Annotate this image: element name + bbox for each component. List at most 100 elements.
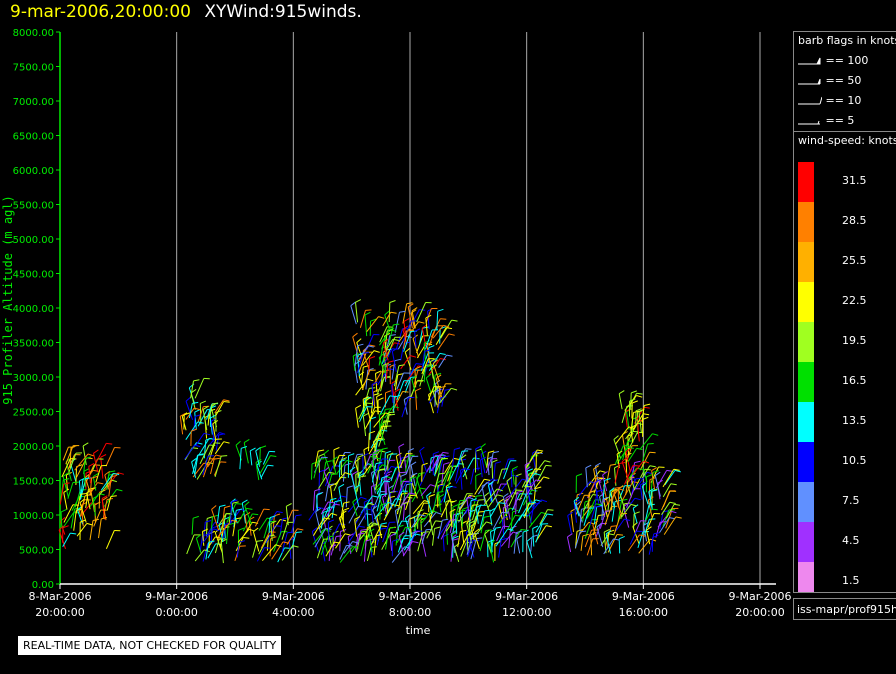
wind-barb-flag	[611, 525, 618, 527]
wind-barb-flag	[449, 508, 456, 513]
wind-barb	[427, 386, 435, 401]
speed-swatch	[798, 522, 814, 562]
wind-barb	[437, 333, 450, 351]
wind-barb-flag	[463, 468, 470, 471]
wind-barb	[220, 541, 224, 564]
wind-barb-flag	[593, 465, 599, 470]
wind-barb	[359, 406, 368, 423]
wind-barb	[614, 467, 617, 486]
wind-barb	[323, 471, 331, 489]
wind-barb	[74, 453, 89, 471]
wind-barb	[515, 500, 517, 515]
wind-barb-flag	[407, 329, 414, 332]
wind-barb	[316, 495, 318, 511]
wind-barb-flag	[642, 416, 649, 420]
wind-barb	[404, 351, 412, 370]
speed-swatch	[798, 202, 814, 242]
wind-barb	[339, 503, 345, 522]
wind-barb-flag	[475, 448, 482, 452]
wind-barb	[194, 378, 205, 399]
wind-barb-flag	[517, 490, 524, 493]
wind-barb-flag	[452, 535, 459, 539]
wind-barb	[627, 448, 638, 462]
wind-barb-flag	[415, 387, 422, 392]
wind-barb-flag	[79, 477, 86, 482]
wind-barb-flag	[202, 533, 209, 537]
wind-barb	[519, 486, 527, 501]
wind-barb-flag	[404, 347, 411, 353]
wind-barb-flag	[492, 451, 500, 454]
wind-barb-flag	[460, 454, 467, 459]
wind-barb-flag	[362, 396, 369, 400]
wind-barb	[384, 453, 386, 471]
wind-barb	[420, 510, 432, 525]
wind-barb-flag	[392, 347, 398, 352]
wind-barb	[376, 490, 385, 511]
wind-barb	[510, 514, 523, 532]
wind-barb	[395, 526, 399, 546]
wind-barb	[314, 451, 319, 467]
wind-barb	[87, 464, 95, 479]
x-tick-time: 0:00:00	[155, 606, 197, 619]
wind-barb	[79, 502, 87, 523]
wind-barb	[338, 517, 345, 533]
wind-barb-flag	[328, 519, 335, 523]
wind-barb-flag	[389, 300, 396, 303]
wind-barb-flag	[653, 532, 660, 535]
wind-barb	[438, 497, 442, 513]
wind-barb-flag	[213, 528, 220, 532]
wind-barb-flag	[414, 513, 421, 518]
wind-barb	[613, 493, 622, 514]
wind-barb	[663, 516, 677, 535]
wind-barb	[394, 510, 400, 531]
wind-barb	[327, 499, 331, 519]
wind-barb	[214, 455, 222, 478]
wind-barb-flag	[596, 489, 604, 492]
wind-barb-flag	[269, 531, 276, 533]
wind-barb-flag	[385, 408, 392, 410]
wind-barb-flag	[316, 492, 323, 496]
wind-barb	[639, 484, 643, 500]
wind-barb-flag	[260, 445, 267, 449]
wind-barb	[382, 412, 390, 434]
wind-barb	[441, 471, 449, 492]
wind-barb	[449, 512, 453, 528]
wind-barb	[511, 469, 515, 485]
wind-barb	[336, 460, 348, 474]
wind-barb-flag	[613, 435, 619, 440]
wind-barb	[95, 465, 102, 483]
wind-barb-flag	[92, 518, 100, 521]
wind-barb	[215, 401, 225, 416]
wind-barb	[358, 345, 369, 360]
wind-barb-flag	[407, 303, 414, 308]
wind-barb	[334, 472, 346, 486]
quality-notice: REAL-TIME DATA, NOT CHECKED FOR QUALITY	[18, 636, 282, 655]
wind-barb	[528, 512, 542, 528]
wind-barb-flag	[412, 541, 419, 544]
wind-barb-flag	[352, 541, 359, 544]
speed-label: 10.5	[842, 454, 867, 467]
wind-barb-flag	[460, 529, 467, 533]
wind-barb-flag	[280, 519, 287, 522]
wind-barb	[61, 458, 71, 478]
wind-barb-flag	[410, 309, 417, 314]
wind-barb-flag	[376, 512, 383, 517]
wind-barb-flag	[357, 532, 365, 535]
wind-barb	[349, 470, 356, 488]
wind-barb	[402, 502, 406, 521]
wind-barb	[68, 452, 77, 473]
wind-barb	[260, 531, 271, 549]
wind-barb	[384, 314, 390, 329]
wind-barb-flag	[484, 509, 491, 512]
wind-barb	[202, 543, 209, 562]
wind-barb-flag	[389, 395, 396, 397]
wind-barb-flag	[397, 524, 404, 528]
wind-barb-flag	[80, 519, 86, 523]
wind-barb-flag	[117, 472, 124, 475]
wind-barb-flag	[494, 541, 501, 545]
wind-barb	[327, 474, 333, 489]
wind-barb-flag	[384, 310, 390, 316]
wind-barb	[420, 484, 431, 497]
wind-barb	[268, 517, 271, 533]
